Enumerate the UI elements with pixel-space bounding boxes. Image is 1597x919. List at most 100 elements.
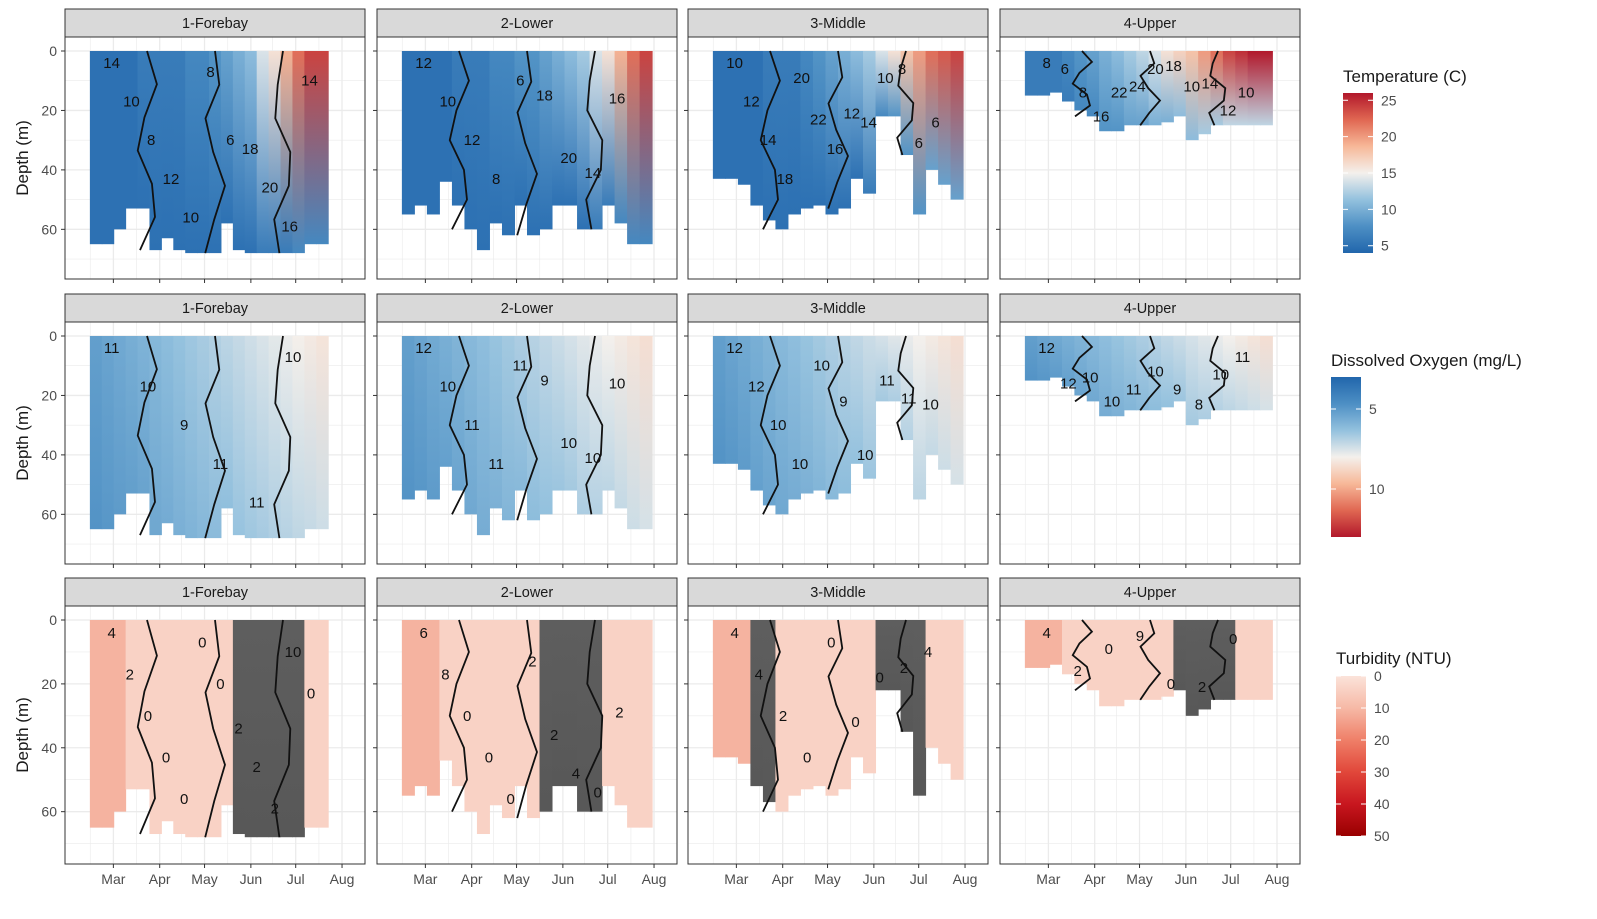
heat-column — [639, 336, 653, 530]
panel-2-lower: 2-Lower 12 10 12 8 6 18 20 14 16 — [373, 8, 678, 283]
heat-column — [925, 51, 939, 170]
contour-line — [516, 335, 538, 521]
contour-lines — [136, 335, 292, 539]
heat-column — [256, 51, 270, 254]
heat-column — [863, 620, 877, 774]
panel-border — [687, 36, 989, 280]
heat-column — [173, 336, 186, 536]
contour-label: 10 — [609, 376, 626, 393]
heat-column — [1222, 336, 1236, 411]
contour-label: 9 — [180, 417, 188, 434]
heat-column — [89, 336, 103, 530]
panel-1-forebay: 1-Forebay 14 10 8 12 10 8 6 18 20 16 14 0 20 40 60 — [41, 8, 366, 283]
heat-column — [501, 336, 515, 521]
heat-field — [712, 51, 964, 230]
contour-line — [759, 335, 781, 515]
contour-label: 0 — [485, 749, 493, 766]
heat-column — [304, 336, 317, 530]
heat-column — [1198, 620, 1212, 710]
contour-label: 0 — [463, 708, 471, 725]
heat-column — [401, 336, 415, 500]
contour-label: 10 — [1183, 79, 1200, 96]
heat-column — [750, 51, 764, 206]
contour-label: 0 — [180, 791, 188, 808]
contour-labels: 12 10 12 8 6 18 20 14 16 — [415, 55, 625, 188]
heat-column — [316, 336, 329, 530]
panel-4-upper: 4-Upper 12 12 10 10 11 10 98 10 11 — [996, 293, 1301, 568]
heat-column — [292, 620, 305, 838]
contour-label: 2 — [528, 654, 536, 671]
heat-column — [451, 336, 465, 491]
legend-temperature: Temperature (C) 25 20 15 10 5 — [1343, 67, 1467, 254]
heat-column — [113, 336, 127, 515]
contour-lines — [1071, 619, 1227, 701]
contour-labels: 11 10 9 11 11 10 — [104, 340, 301, 512]
heat-column — [1074, 336, 1088, 396]
heat-column — [725, 51, 739, 179]
contour-lines — [759, 50, 915, 230]
contour-label: 11 — [488, 456, 504, 473]
contour-lines — [448, 50, 604, 236]
contour-labels: 12 12 10 10 11 10 98 10 11 — [1038, 340, 1250, 413]
heat-column — [602, 620, 616, 787]
heat-column — [280, 336, 293, 539]
heat-column — [1086, 620, 1100, 691]
heat-column — [527, 51, 541, 236]
heat-column — [838, 51, 852, 209]
heat-column — [863, 336, 877, 479]
contour-label: 16 — [827, 141, 844, 158]
legend-tick-label: 30 — [1374, 764, 1390, 780]
y-tick-label: 0 — [49, 43, 57, 59]
contour-lines — [448, 619, 604, 819]
heat-column — [539, 336, 553, 515]
contour-line — [204, 619, 226, 838]
heat-column — [316, 51, 329, 245]
heat-column — [564, 51, 578, 206]
y-tick-label: 40 — [41, 447, 57, 463]
x-tick-label: Mar — [413, 871, 437, 887]
heat-column — [838, 336, 852, 494]
heat-column — [304, 51, 317, 245]
heat-column — [161, 51, 174, 239]
heat-column — [426, 620, 440, 796]
contour-label: 10 — [792, 456, 809, 473]
heat-column — [280, 620, 293, 838]
heat-column — [900, 336, 914, 441]
heat-column — [888, 51, 902, 117]
heat-column — [304, 620, 317, 828]
heat-column — [762, 51, 776, 221]
contour-line — [1208, 50, 1227, 126]
contour-line — [273, 50, 292, 254]
contour-label: 9 — [1136, 628, 1144, 645]
heat-column — [875, 51, 889, 117]
heat-column — [938, 620, 952, 764]
y-tick-label: 20 — [41, 387, 57, 403]
heat-column — [787, 620, 801, 796]
x-tick-label: Apr — [149, 871, 171, 887]
heat-column — [1173, 336, 1187, 402]
heat-column — [451, 620, 465, 787]
x-tick-label: May — [1126, 871, 1152, 887]
contour-label: 0 — [507, 791, 515, 808]
contour-label: 12 — [1038, 340, 1055, 357]
heat-column — [414, 336, 428, 491]
heat-column — [1037, 51, 1051, 96]
contour-lines — [1071, 335, 1227, 411]
heat-column — [161, 336, 174, 524]
contour-label: 10 — [585, 450, 602, 467]
contour-label: 14 — [860, 114, 877, 131]
heat-column — [812, 51, 826, 206]
heat-column — [244, 51, 258, 254]
contour-label: 22 — [1111, 85, 1128, 102]
heat-column — [1173, 620, 1187, 691]
contour-label: 4 — [730, 625, 738, 642]
heat-column — [220, 336, 234, 509]
contour-label: 12 — [748, 379, 765, 396]
contour-label: 2 — [779, 708, 787, 725]
heat-column — [627, 51, 641, 245]
heat-column — [875, 620, 889, 691]
contour-label: 10 — [770, 417, 787, 434]
x-tick-label: Mar — [101, 871, 125, 887]
